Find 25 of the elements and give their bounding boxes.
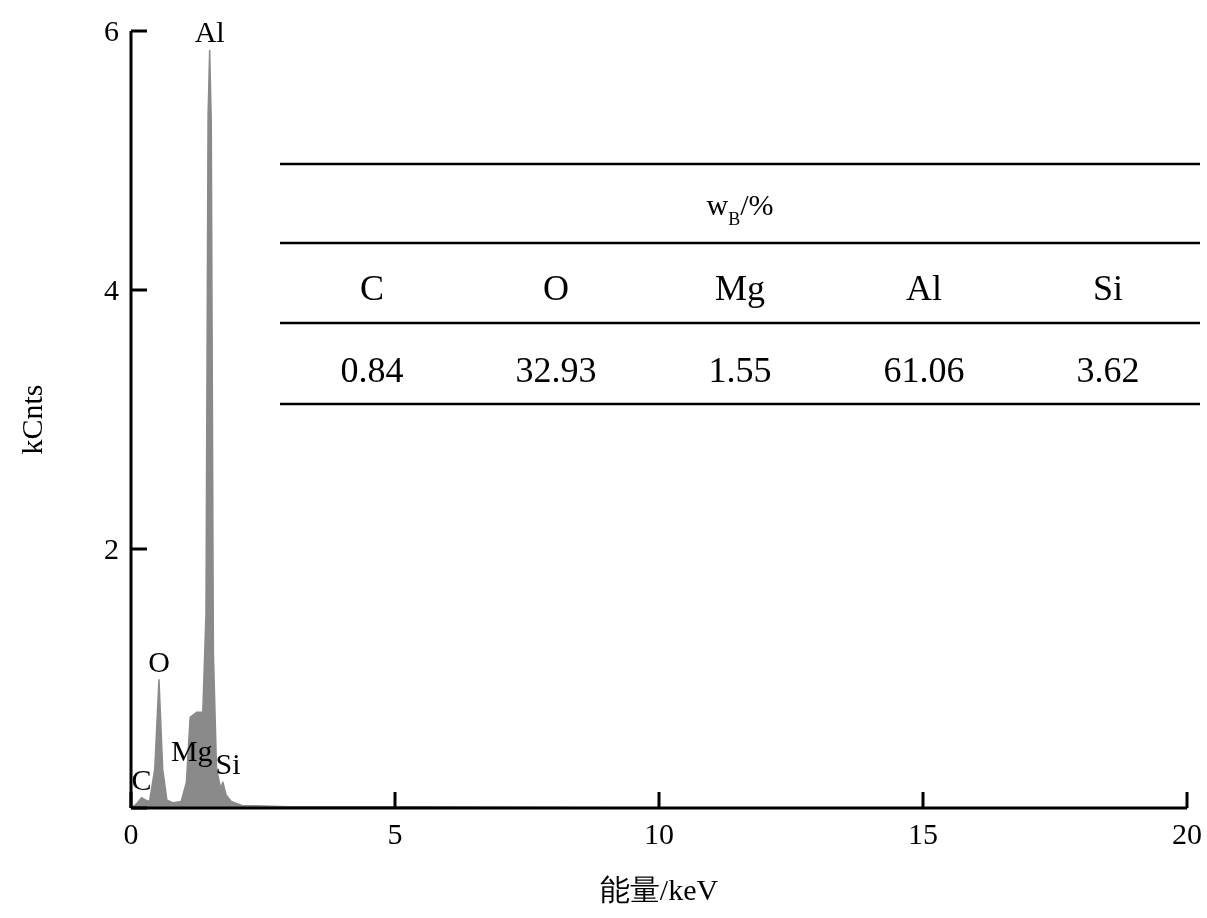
- annotation: Al: [194, 15, 225, 49]
- annotation: C: [131, 762, 152, 796]
- annotation: O: [543, 268, 569, 308]
- y-tick-label: 2: [104, 532, 119, 565]
- annotation: C: [359, 268, 385, 308]
- x-axis-title: 能量/keV: [599, 873, 719, 906]
- annotation: O: [148, 644, 170, 678]
- annotation: 1.55: [708, 350, 772, 390]
- annotation: w$_{B}$/%: [706, 188, 774, 229]
- annotation: Si: [1092, 268, 1124, 308]
- annotation: Mg: [714, 268, 766, 308]
- y-tick-label: 4: [104, 273, 119, 306]
- annotation: 3.62: [1076, 350, 1140, 390]
- x-tick-label: 0: [123, 817, 139, 850]
- annotation: 32.93: [515, 350, 597, 390]
- x-tick-label: 10: [644, 817, 674, 850]
- annotation: Si: [215, 747, 241, 781]
- x-tick-label: 20: [1172, 817, 1202, 850]
- annotation: 61.06: [883, 350, 965, 390]
- x-tick-label: 5: [387, 817, 403, 850]
- annotation: 0.84: [340, 350, 404, 390]
- annotation: Al: [906, 268, 942, 308]
- y-tick-label: 6: [104, 14, 119, 47]
- y-axis-title: kCnts: [15, 384, 48, 455]
- x-tick-label: 15: [908, 817, 938, 850]
